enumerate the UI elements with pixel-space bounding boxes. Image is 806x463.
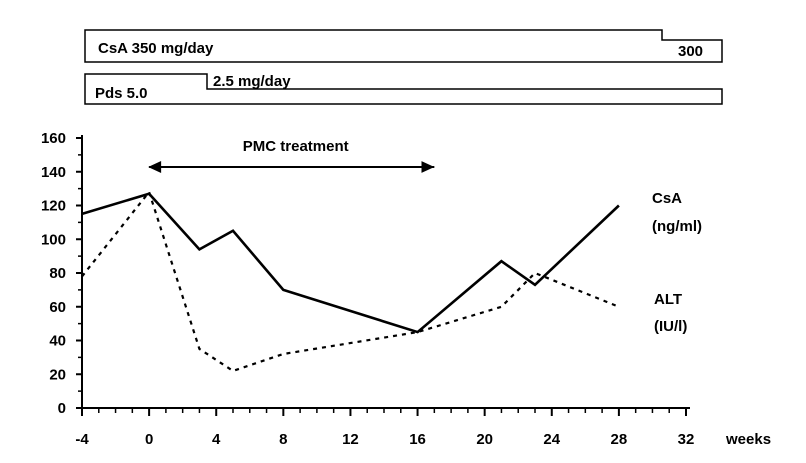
x-tick-label: 24: [543, 431, 560, 448]
series-layer: [81, 189, 620, 373]
x-tick-label: 20: [476, 431, 493, 448]
csa-dose-bar: CsA 350 mg/day 300: [84, 29, 723, 63]
y-tick-label: 140: [41, 164, 66, 181]
csa-series-label-line2: (ng/ml): [652, 218, 702, 235]
y-tick-label: 160: [41, 130, 66, 147]
x-tick-label: 8: [279, 431, 287, 448]
y-tick-label: 60: [49, 299, 66, 316]
y-ticks: 0 20 40 60 80 100 120 140 160: [41, 130, 82, 417]
x-tick-label: 32: [678, 431, 695, 448]
x-ticks: -4 0 4 8 12 16 20 24 28 32: [75, 408, 694, 448]
series-line-0: [81, 192, 620, 334]
y-tick-label: 120: [41, 198, 66, 215]
pds-dose-later-label: 2.5 mg/day: [213, 73, 291, 90]
x-axis-label: weeks: [725, 431, 771, 448]
y-tick-label: 100: [41, 231, 66, 248]
csa-dose-label: CsA 350 mg/day: [98, 40, 214, 57]
pds-dose-bar: Pds 5.0 2.5 mg/day: [84, 73, 723, 105]
x-tick-label: -4: [75, 431, 89, 448]
csa-dose-later-label: 300: [678, 43, 703, 60]
x-tick-label: 16: [409, 431, 426, 448]
x-tick-label: 28: [611, 431, 628, 448]
treatment-annotation: PMC treatment: [148, 138, 435, 173]
alt-series-label-line2: (IU/l): [654, 318, 687, 335]
x-tick-label: 12: [342, 431, 359, 448]
alt-series-label-line1: ALT: [654, 291, 682, 308]
treatment-label: PMC treatment: [243, 138, 349, 155]
series-labels: CsA (ng/ml) ALT (IU/l): [652, 190, 702, 335]
pds-dose-outline: [84, 73, 723, 105]
y-tick-label: 40: [49, 333, 66, 350]
csa-dose-outline: [84, 29, 723, 63]
y-tick-label: 0: [58, 400, 66, 417]
csa-series-label-line1: CsA: [652, 190, 682, 207]
y-tick-label: 80: [49, 265, 66, 282]
series-line-1: [81, 189, 620, 373]
x-tick-label: 4: [212, 431, 221, 448]
y-tick-label: 20: [49, 366, 66, 383]
x-tick-label: 0: [145, 431, 153, 448]
pds-dose-label: Pds 5.0: [95, 85, 148, 102]
